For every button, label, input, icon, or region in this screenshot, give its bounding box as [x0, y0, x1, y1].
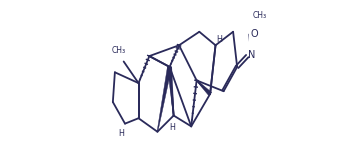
Polygon shape — [157, 66, 172, 132]
Text: O: O — [250, 29, 258, 39]
Text: H: H — [169, 123, 175, 132]
Polygon shape — [167, 67, 174, 116]
Text: CH₃: CH₃ — [252, 11, 267, 20]
Text: H: H — [216, 35, 222, 44]
Text: N: N — [248, 50, 256, 60]
Polygon shape — [196, 80, 212, 95]
Text: H: H — [119, 129, 125, 138]
Text: CH₃: CH₃ — [112, 46, 126, 55]
